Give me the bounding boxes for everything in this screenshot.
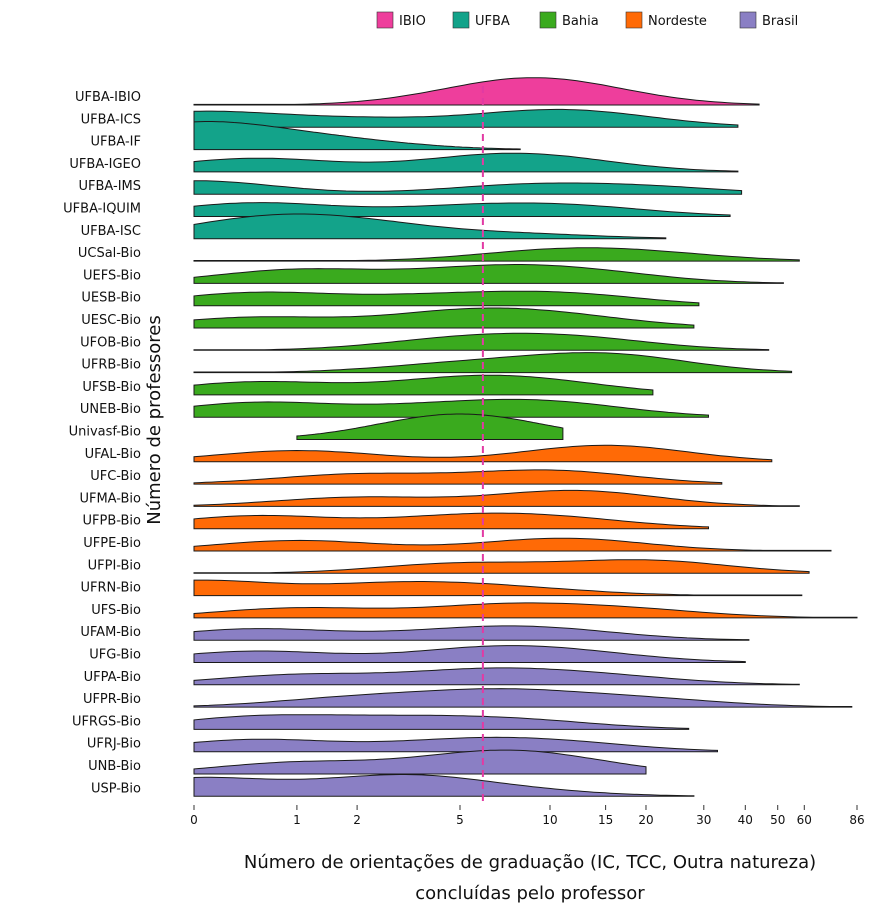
x-tick-label: 20 — [638, 813, 653, 827]
ridge-ufma-bio — [193, 489, 800, 507]
legend-swatch — [452, 11, 470, 29]
ridge-uefs-bio — [193, 264, 784, 284]
legend-swatch — [739, 11, 757, 29]
category-label-ufba-if: UFBA-IF — [90, 135, 141, 150]
category-label-ufpr-bio: UFPR-Bio — [83, 692, 141, 707]
legend-swatch — [376, 11, 394, 29]
category-label-ufal-bio: UFAL-Bio — [85, 447, 141, 462]
x-tick-label: 5 — [456, 813, 464, 827]
y-axis-title: Número de professores — [144, 315, 165, 525]
ridge-uesc-bio — [193, 307, 695, 329]
category-labels: UFBA-IBIO UFBA-ICS UFBA-IF UFBA-IGEO UFBA-IM… — [63, 90, 141, 796]
ridge-ufrn-bio — [193, 579, 803, 597]
category-label-ufba-iquim: UFBA-IQUIM — [63, 202, 141, 217]
category-label-uesc-bio: UESC-Bio — [81, 313, 141, 328]
x-tick-label: 0 — [190, 813, 198, 827]
ridge-ufpr-bio — [193, 688, 853, 708]
ridge-ufrgs-bio — [193, 714, 690, 730]
category-label-ufba-igeo: UFBA-IGEO — [69, 157, 141, 172]
ridge-ufba-if — [193, 121, 521, 151]
ridge-uneb-bio — [193, 398, 709, 418]
x-axis-title-line2: concluídas pelo professor — [415, 883, 645, 904]
category-label-usp-bio: USP-Bio — [91, 781, 141, 796]
category-label-ufrgs-bio: UFRGS-Bio — [72, 714, 141, 729]
x-tick-label: 15 — [598, 813, 613, 827]
legend-swatch — [539, 11, 557, 29]
category-label-ufma-bio: UFMA-Bio — [79, 491, 141, 506]
ridge-usp-bio — [193, 774, 695, 797]
ridge-ufba-ibio — [193, 77, 760, 106]
category-label-ufpa-bio: UFPA-Bio — [84, 670, 141, 685]
category-label-unb-bio: UNB-Bio — [88, 759, 141, 774]
ridge-uesb-bio — [193, 290, 700, 307]
ridge-ufc-bio — [193, 469, 723, 485]
ridge-ufpi-bio — [193, 559, 810, 574]
ridge-ufrj-bio — [193, 736, 718, 753]
x-tick-label: 86 — [849, 813, 864, 827]
category-label-ufs-bio: UFS-Bio — [91, 603, 141, 618]
ridge-ufpa-bio — [193, 667, 800, 686]
legend-item-brasil: Brasil — [739, 11, 798, 29]
ridge-ufrb-bio — [193, 352, 793, 374]
legend-label: IBIO — [399, 14, 426, 29]
ridges — [193, 77, 858, 797]
x-tick-label: 60 — [797, 813, 812, 827]
category-label-ufrn-bio: UFRN-Bio — [81, 581, 142, 596]
ridge-ufba-isc — [193, 213, 667, 240]
category-label-ufba-ims: UFBA-IMS — [78, 179, 141, 194]
x-tick-label: 2 — [353, 813, 361, 827]
category-label-uneb-bio: UNEB-Bio — [80, 402, 141, 417]
x-tick-label: 10 — [542, 813, 557, 827]
category-label-univasf-bio: Univasf-Bio — [69, 425, 141, 440]
ridge-ufal-bio — [193, 444, 773, 463]
legend: IBIO UFBA Bahia Nordeste Brasil — [376, 11, 798, 29]
category-label-ufob-bio: UFOB-Bio — [80, 335, 141, 350]
legend-item-ufba: UFBA — [452, 11, 510, 29]
ridge-ufsb-bio — [193, 374, 654, 396]
legend-swatch — [625, 11, 643, 29]
x-tick-label: 50 — [770, 813, 785, 827]
category-label-ufrb-bio: UFRB-Bio — [81, 358, 141, 373]
ridge-ufba-iquim — [193, 202, 731, 217]
legend-item-nordeste: Nordeste — [625, 11, 707, 29]
category-label-ufpi-bio: UFPI-Bio — [88, 558, 141, 573]
ridge-ufpb-bio — [193, 512, 709, 530]
category-label-ufba-ics: UFBA-ICS — [81, 112, 141, 127]
category-label-ufpb-bio: UFPB-Bio — [83, 514, 142, 529]
category-label-ufsb-bio: UFSB-Bio — [82, 380, 141, 395]
ridge-ufg-bio — [193, 645, 746, 663]
category-label-uesb-bio: UESB-Bio — [81, 291, 141, 306]
legend-label: Brasil — [762, 14, 798, 29]
category-label-ufba-ibio: UFBA-IBIO — [75, 90, 141, 105]
ridge-unb-bio — [193, 749, 647, 775]
x-tick-label: 30 — [696, 813, 711, 827]
category-label-ufc-bio: UFC-Bio — [90, 469, 141, 484]
ridge-ufpe-bio — [193, 537, 832, 552]
ridge-ucsal-bio — [193, 247, 800, 262]
category-label-uefs-bio: UEFS-Bio — [83, 268, 141, 283]
x-axis-ticks: 0 1 2 5 10 15 20 30 40 50 60 86 — [190, 805, 865, 827]
category-label-ufg-bio: UFG-Bio — [89, 648, 141, 663]
category-label-ufrj-bio: UFRJ-Bio — [87, 737, 141, 752]
category-label-ufpe-bio: UFPE-Bio — [83, 536, 141, 551]
ridge-ufba-ims — [193, 180, 743, 195]
category-label-ufam-bio: UFAM-Bio — [80, 625, 141, 640]
ridge-ufam-bio — [193, 625, 750, 641]
ridge-ufba-igeo — [193, 152, 739, 173]
x-tick-label: 40 — [738, 813, 753, 827]
legend-label: Bahia — [562, 14, 599, 29]
legend-label: Nordeste — [648, 14, 707, 29]
legend-item-ibio: IBIO — [376, 11, 426, 29]
x-tick-label: 1 — [293, 813, 301, 827]
ridge-ufs-bio — [193, 602, 858, 619]
legend-item-bahia: Bahia — [539, 11, 599, 29]
ridge-ufob-bio — [193, 332, 770, 351]
category-label-ucsal-bio: UCSal-Bio — [78, 246, 141, 261]
ridge-univasf-bio — [296, 413, 564, 440]
x-axis-title: Número de orientações de graduação (IC, … — [244, 852, 816, 873]
legend-label: UFBA — [475, 14, 510, 29]
category-label-ufba-isc: UFBA-ISC — [81, 224, 141, 239]
ridge-ufba-ics — [193, 108, 739, 128]
